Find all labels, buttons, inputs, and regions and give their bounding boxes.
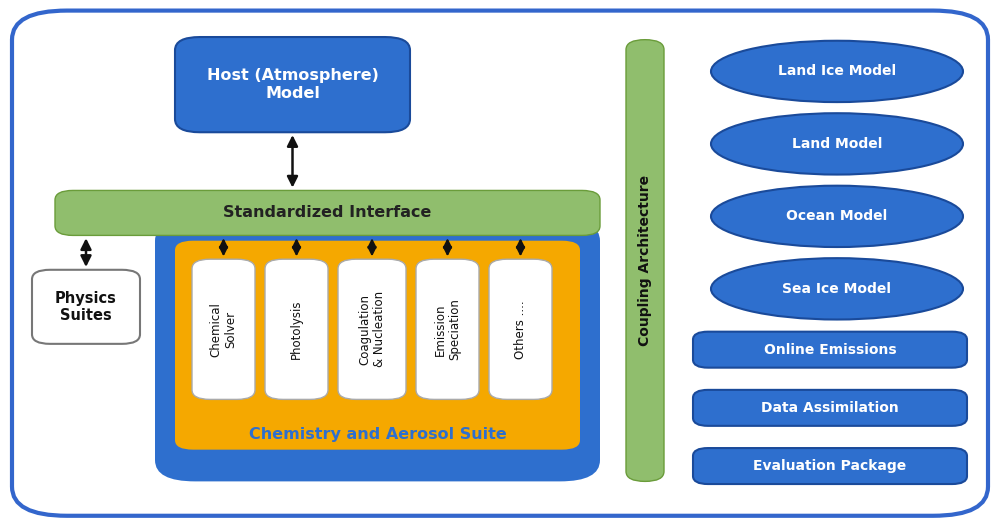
- Text: Photolysis: Photolysis: [290, 299, 303, 359]
- Ellipse shape: [711, 258, 963, 320]
- FancyBboxPatch shape: [489, 259, 552, 399]
- Text: Chemistry and Aerosol Suite: Chemistry and Aerosol Suite: [249, 427, 506, 442]
- Text: Evaluation Package: Evaluation Package: [753, 459, 907, 473]
- FancyBboxPatch shape: [12, 11, 988, 516]
- FancyBboxPatch shape: [693, 448, 967, 484]
- Ellipse shape: [711, 186, 963, 247]
- Ellipse shape: [711, 41, 963, 102]
- Text: Host (Atmosphere)
Model: Host (Atmosphere) Model: [207, 68, 378, 101]
- Text: Data Assimilation: Data Assimilation: [761, 401, 899, 415]
- FancyBboxPatch shape: [693, 390, 967, 426]
- Text: Land Ice Model: Land Ice Model: [778, 65, 896, 78]
- Text: Coagulation
& Nucleation: Coagulation & Nucleation: [358, 291, 386, 367]
- Text: Standardized Interface: Standardized Interface: [223, 205, 432, 221]
- FancyBboxPatch shape: [338, 259, 406, 399]
- FancyBboxPatch shape: [155, 220, 600, 481]
- Ellipse shape: [711, 113, 963, 175]
- FancyBboxPatch shape: [192, 259, 255, 399]
- Text: Physics
Suites: Physics Suites: [55, 290, 117, 323]
- Text: Others ....: Others ....: [514, 300, 527, 359]
- FancyBboxPatch shape: [175, 241, 580, 450]
- Text: Ocean Model: Ocean Model: [786, 209, 888, 223]
- FancyBboxPatch shape: [416, 259, 479, 399]
- FancyBboxPatch shape: [626, 40, 664, 481]
- FancyBboxPatch shape: [175, 37, 410, 132]
- FancyBboxPatch shape: [265, 259, 328, 399]
- FancyBboxPatch shape: [32, 270, 140, 344]
- Text: Land Model: Land Model: [792, 137, 882, 151]
- FancyBboxPatch shape: [693, 332, 967, 368]
- Text: Online Emissions: Online Emissions: [764, 343, 896, 357]
- Text: Chemical
Solver: Chemical Solver: [210, 302, 238, 357]
- Text: Emission
Speciation: Emission Speciation: [434, 298, 462, 360]
- Text: Sea Ice Model: Sea Ice Model: [782, 282, 892, 296]
- Text: Coupling Architecture: Coupling Architecture: [638, 175, 652, 346]
- FancyBboxPatch shape: [55, 190, 600, 235]
